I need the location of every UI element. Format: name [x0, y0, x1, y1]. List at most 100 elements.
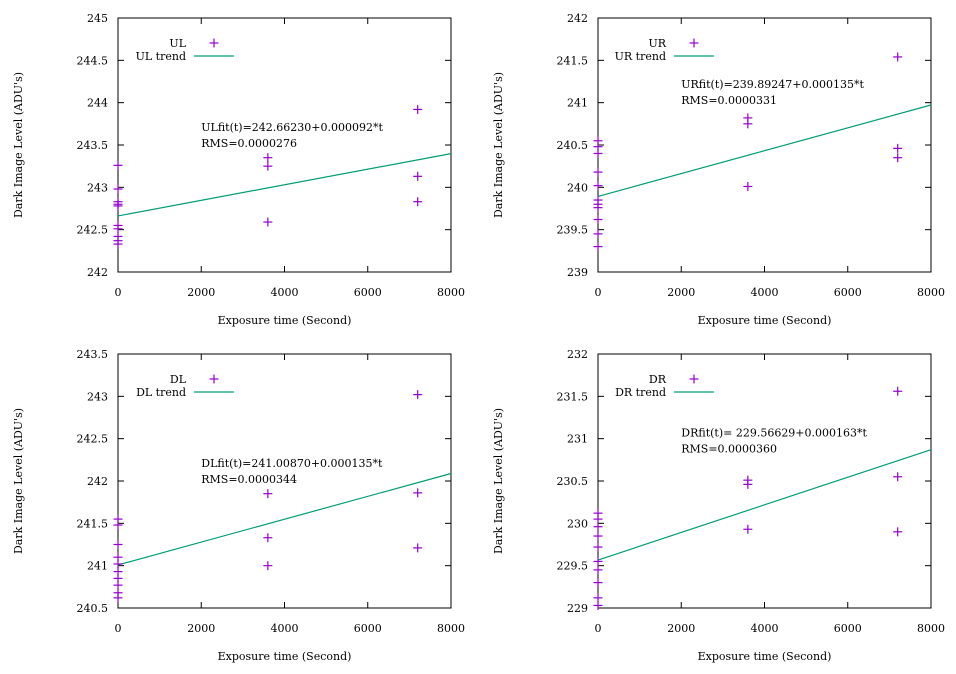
- y-tick-label: 241.5: [77, 517, 109, 530]
- data-point: [593, 578, 603, 588]
- legend-points-label: UL: [169, 37, 186, 50]
- y-axis-label: Dark Image Level (ADU's): [492, 408, 505, 554]
- data-point: [593, 181, 603, 191]
- data-point: [593, 531, 603, 541]
- y-tick-label: 244: [87, 97, 108, 110]
- y-tick-label: 242.5: [77, 433, 109, 446]
- legend-trend-label: UL trend: [136, 50, 186, 63]
- x-tick-label: 8000: [437, 286, 465, 299]
- y-tick-label: 231: [567, 433, 588, 446]
- y-tick-label: 229.5: [557, 560, 589, 573]
- data-point: [113, 160, 123, 170]
- data-point: [893, 472, 903, 482]
- x-tick-label: 0: [595, 622, 602, 635]
- y-axis-label: Dark Image Level (ADU's): [12, 408, 25, 554]
- data-point: [113, 239, 123, 249]
- y-tick-label: 242: [567, 12, 588, 25]
- x-tick-label: 4000: [751, 286, 779, 299]
- y-tick-label: 241: [567, 97, 588, 110]
- data-point: [263, 561, 273, 571]
- data-point: [413, 104, 423, 114]
- x-tick-label: 6000: [354, 286, 382, 299]
- rms-value: RMS=0.0000331: [681, 94, 777, 107]
- data-point: [413, 197, 423, 207]
- data-point: [893, 143, 903, 153]
- data-point: [263, 217, 273, 227]
- y-tick-label: 243.5: [77, 139, 109, 152]
- y-tick-label: 232: [567, 348, 588, 361]
- data-point: [113, 520, 123, 530]
- data-point: [263, 533, 273, 543]
- data-point: [593, 556, 603, 566]
- fit-equation: DLfit(t)=241.00870+0.000135*t: [201, 457, 383, 470]
- x-tick-label: 6000: [834, 622, 862, 635]
- y-tick-label: 244.5: [77, 54, 109, 67]
- y-tick-label: 242: [87, 475, 108, 488]
- chart-panel-ul: 0 2000 4000 6000 8000 242 242.5 243 243.5 244 244.…: [12, 12, 465, 327]
- data-point: [593, 215, 603, 225]
- x-axis-label: Exposure time (Second): [698, 650, 832, 663]
- data-point: [593, 203, 603, 213]
- data-point: [263, 161, 273, 171]
- fit-equation: ULfit(t)=242.66230+0.000092*t: [201, 121, 383, 134]
- x-axis-label: Exposure time (Second): [698, 314, 832, 327]
- y-tick-label: 245: [87, 12, 108, 25]
- fit-equation: DRfit(t)= 229.56629+0.000163*t: [681, 427, 867, 440]
- data-point: [593, 229, 603, 239]
- x-tick-label: 0: [115, 622, 122, 635]
- x-tick-label: 4000: [271, 622, 299, 635]
- y-tick-label: 230.5: [557, 475, 589, 488]
- x-tick-label: 2000: [187, 622, 215, 635]
- rms-value: RMS=0.0000276: [201, 137, 297, 150]
- trend-line: [597, 104, 932, 198]
- data-point: [743, 479, 753, 489]
- x-tick-label: 0: [595, 286, 602, 299]
- x-axis-label: Exposure time (Second): [218, 650, 352, 663]
- x-tick-label: 2000: [667, 622, 695, 635]
- data-point: [263, 489, 273, 499]
- legend-trend-label: DR trend: [615, 386, 666, 399]
- y-tick-label: 239: [567, 266, 588, 279]
- data-point: [113, 559, 123, 569]
- data-point: [893, 386, 903, 396]
- legend-trend-label: DL trend: [136, 386, 186, 399]
- y-tick-label: 240.5: [77, 602, 109, 615]
- data-point: [263, 153, 273, 163]
- legend-points-label: DR: [649, 373, 667, 386]
- x-tick-label: 4000: [751, 622, 779, 635]
- x-tick-label: 6000: [834, 286, 862, 299]
- x-tick-label: 0: [115, 286, 122, 299]
- x-tick-label: 2000: [667, 286, 695, 299]
- x-tick-label: 8000: [917, 622, 945, 635]
- legend-point-marker: [689, 374, 699, 384]
- data-point: [593, 242, 603, 252]
- x-tick-label: 8000: [917, 286, 945, 299]
- fit-equation: URfit(t)=239.89247+0.000135*t: [681, 78, 864, 91]
- x-tick-label: 8000: [437, 622, 465, 635]
- y-tick-label: 240.5: [557, 139, 589, 152]
- y-tick-label: 241: [87, 560, 108, 573]
- data-point: [413, 543, 423, 553]
- legend-points-label: DL: [170, 373, 187, 386]
- data-point: [113, 540, 123, 549]
- data-point: [113, 580, 123, 590]
- data-point: [593, 542, 603, 552]
- data-point: [593, 167, 603, 177]
- y-axis-label: Dark Image Level (ADU's): [12, 72, 25, 218]
- trend-line: [597, 449, 932, 561]
- data-point: [593, 522, 603, 532]
- data-point: [413, 171, 423, 181]
- y-tick-label: 241.5: [557, 54, 589, 67]
- x-tick-label: 6000: [354, 622, 382, 635]
- y-tick-label: 242.5: [77, 224, 109, 237]
- data-point: [743, 119, 753, 129]
- y-tick-label: 243.5: [77, 348, 109, 361]
- data-point: [593, 600, 603, 610]
- data-point: [113, 184, 123, 194]
- trend-line: [117, 472, 452, 566]
- chart-panel-dl: 0 2000 4000 6000 8000 240.5 241 241.5 242 242.5 24…: [12, 348, 465, 663]
- data-point: [593, 514, 603, 524]
- y-tick-label: 243: [87, 390, 108, 403]
- x-tick-label: 4000: [271, 286, 299, 299]
